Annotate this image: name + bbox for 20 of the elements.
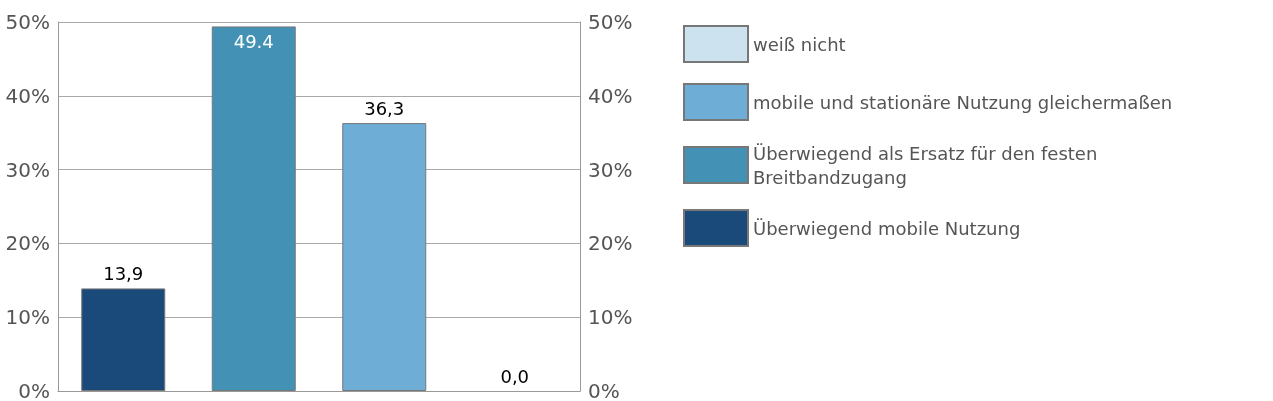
y-tick-label: 10% bbox=[5, 305, 50, 330]
y-tick-label: 40% bbox=[5, 83, 50, 108]
legend-label: Überwiegend mobile Nutzung bbox=[753, 217, 1021, 239]
y2-tick-label: 0% bbox=[588, 379, 620, 401]
y2-tick-label: 10% bbox=[588, 305, 633, 330]
y2-tick-label: 30% bbox=[588, 157, 633, 182]
y-tick-label: 0% bbox=[18, 379, 50, 401]
data-label: 36,3 bbox=[364, 97, 405, 119]
y2-tick-label: 20% bbox=[588, 231, 633, 256]
data-label: 49.4 bbox=[233, 30, 274, 52]
y-tick-label: 30% bbox=[5, 157, 50, 182]
legend-label: Überwiegend als Ersatz für den festen Breitbandzugang bbox=[753, 142, 1104, 188]
data-label: 13,9 bbox=[103, 262, 144, 284]
legend-label: mobile und stationäre Nutzung gleichermaßen bbox=[753, 91, 1173, 113]
legend-label: weiß nicht bbox=[753, 33, 846, 55]
y2-tick-label: 40% bbox=[588, 83, 633, 108]
data-label: 0,0 bbox=[500, 365, 530, 387]
y-tick-label: 50% bbox=[5, 10, 50, 34]
y-tick-label: 20% bbox=[5, 231, 50, 256]
y2-tick-label: 50% bbox=[588, 10, 633, 34]
